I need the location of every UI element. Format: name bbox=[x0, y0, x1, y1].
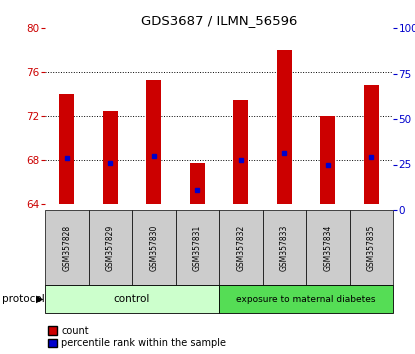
Bar bbox=[219, 285, 393, 313]
Text: protocol: protocol bbox=[2, 294, 45, 304]
Bar bbox=[45, 210, 88, 285]
Text: GSM357834: GSM357834 bbox=[323, 224, 332, 271]
Bar bbox=[277, 50, 292, 205]
Bar bbox=[233, 100, 248, 205]
Text: GSM357832: GSM357832 bbox=[236, 224, 245, 270]
Text: GSM357828: GSM357828 bbox=[62, 224, 71, 270]
Bar bbox=[103, 111, 118, 205]
Text: ▶: ▶ bbox=[36, 294, 44, 304]
Bar bbox=[132, 210, 176, 285]
Text: count: count bbox=[61, 326, 89, 336]
Bar bbox=[219, 210, 263, 285]
Bar bbox=[59, 94, 74, 205]
Bar bbox=[190, 162, 205, 205]
Text: control: control bbox=[114, 294, 150, 304]
Bar bbox=[349, 210, 393, 285]
Text: GSM357830: GSM357830 bbox=[149, 224, 158, 271]
Text: GSM357835: GSM357835 bbox=[367, 224, 376, 271]
Bar bbox=[146, 80, 161, 205]
Bar bbox=[88, 210, 132, 285]
Bar bbox=[306, 210, 349, 285]
Bar bbox=[45, 285, 219, 313]
Bar bbox=[263, 210, 306, 285]
Bar bbox=[320, 116, 335, 205]
Text: GSM357833: GSM357833 bbox=[280, 224, 289, 271]
Bar bbox=[176, 210, 219, 285]
Text: percentile rank within the sample: percentile rank within the sample bbox=[61, 338, 226, 348]
Text: exposure to maternal diabetes: exposure to maternal diabetes bbox=[236, 295, 376, 303]
Text: GSM357829: GSM357829 bbox=[106, 224, 115, 270]
Title: GDS3687 / ILMN_56596: GDS3687 / ILMN_56596 bbox=[141, 14, 297, 27]
Bar bbox=[364, 85, 379, 205]
Text: GSM357831: GSM357831 bbox=[193, 224, 202, 270]
